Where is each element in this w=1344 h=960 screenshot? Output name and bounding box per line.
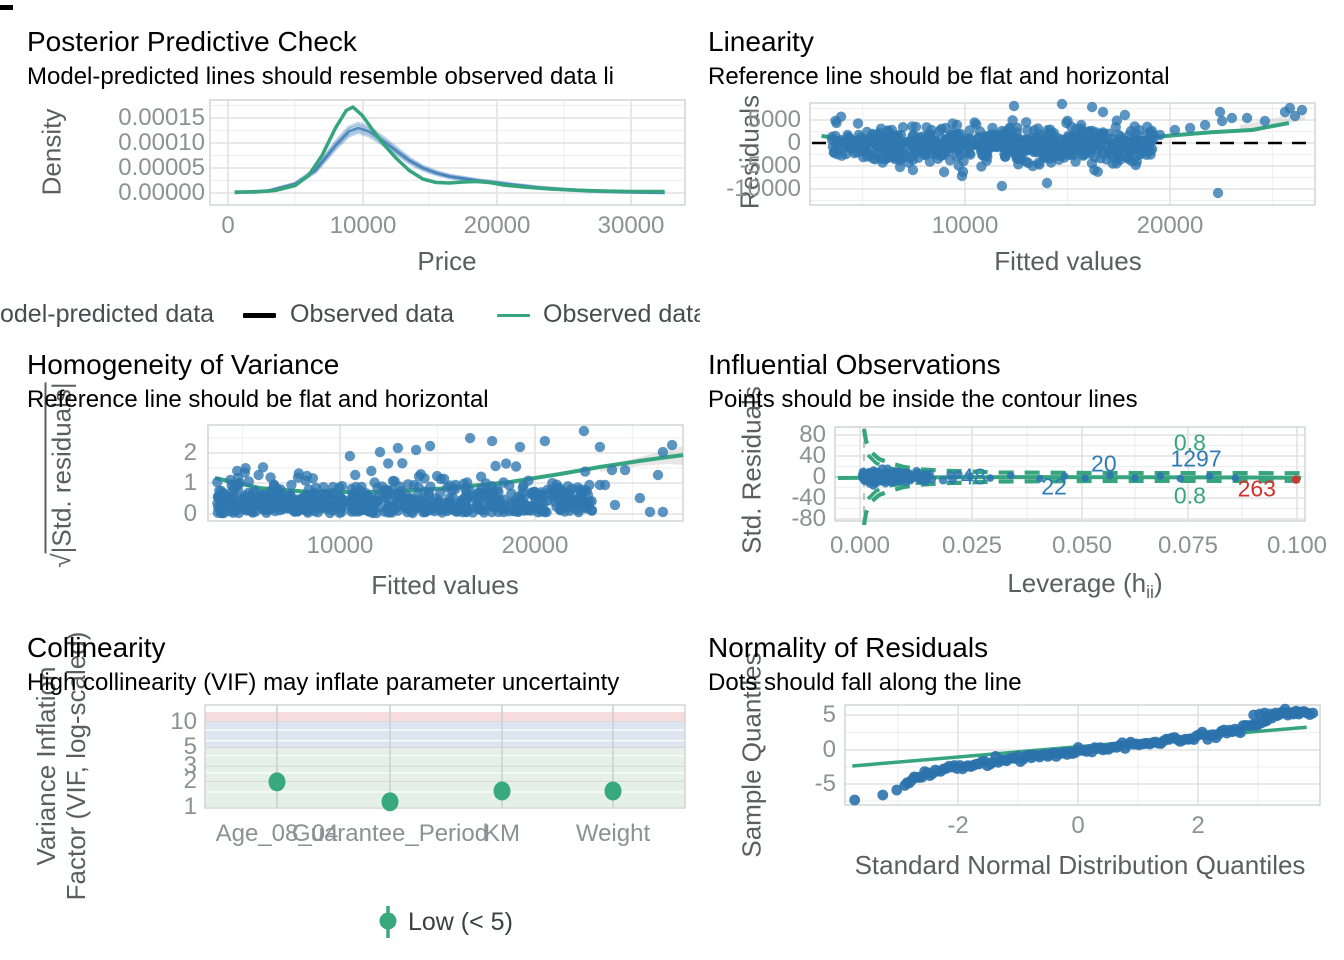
point-label: 0.8 [1173,429,1206,456]
tick-label: 0 [822,736,836,763]
tick-label: 10000 [306,532,374,559]
point-label: 20 [1091,450,1117,477]
point-label: 22 [1041,473,1067,500]
normality-subtitle: Dots should fall along the line [708,669,1022,696]
normality-x-axis-title: Standard Normal Distribution Quantiles [854,850,1306,880]
legend-item-model-predicted: odel-predicted data [0,300,215,328]
homogeneity-x-axis-title: Fitted values [371,570,519,600]
tick-label: 0.100 [1266,532,1328,559]
tick-label: 0.025 [941,532,1003,559]
point-label: 1297 [1170,445,1222,472]
tick-label: 1 [183,469,197,496]
tick-label: 40 [799,442,826,469]
tick-label: 0 [1071,812,1085,839]
corner-mark [0,5,13,10]
linearity-x-axis-title: Fitted values [994,246,1142,276]
tick-label: 10000 [931,212,999,239]
tick-label: 10000 [329,212,397,239]
tick-label: 10 [170,708,197,735]
influential-title: Influential Observations [708,349,1001,380]
point-label: 263 [1237,475,1276,502]
tick-label: Age_08_04 [215,820,339,847]
tick-label: 20000 [463,212,531,239]
tick-label: 5000 [747,106,801,133]
tick-label: 0.000 [829,532,891,559]
tick-label: KM [484,820,520,847]
tick-label: 3 [183,752,197,779]
legend-item-observed-2: Observed data [543,300,700,328]
tick-label: 0.00005 [118,154,205,181]
tick-label: Guarantee_Period [291,820,489,847]
tick-label: 0.00015 [118,104,205,131]
tick-label: 80 [799,421,826,448]
ppc-x-axis-title: Price [417,246,477,276]
influential-x-axis-title: Leverage (hii) [1007,568,1163,603]
influential-subtitle: Points should be inside the contour line… [708,386,1138,413]
tick-label: 5 [183,733,197,760]
tick-label: 1 [183,793,197,820]
tick-label: Weight [575,820,651,847]
tick-label: 2 [183,767,197,794]
point-label: 0.8 [1173,482,1206,509]
tick-label: 20000 [1136,212,1204,239]
tick-label: 0.050 [1051,532,1113,559]
tick-label: -80 [791,505,826,532]
tick-label: -40 [791,484,826,511]
normality-title: Normality of Residuals [708,632,989,663]
ppc-subtitle: Model-predicted lines should resemble ob… [27,63,614,90]
tick-label: 0 [221,212,235,239]
legend-item-low-vif: Low (< 5) [408,908,513,936]
homogeneity-title: Homogeneity of Variance [27,349,340,380]
tick-label: 20000 [501,532,569,559]
black-line-swatch [243,313,276,318]
tick-label: 30000 [597,212,665,239]
homogeneity-subtitle: Reference line should be flat and horizo… [27,386,489,413]
collinearity-legend: Low (< 5) [360,900,660,948]
ppc-title: Posterior Predictive Check [27,26,357,57]
linearity-title: Linearity [708,26,814,57]
tick-label: 0.075 [1157,532,1219,559]
ppc-legend: odel-predicted data Observed data Observ… [0,298,700,336]
tick-label: 0 [183,500,197,527]
tick-label: -5 [814,770,836,797]
linearity-subtitle: Reference line should be flat and horizo… [708,63,1170,90]
tick-label: -10000 [726,175,801,202]
tick-label: 0 [787,129,801,156]
point-label: 48 [960,463,987,490]
tick-label: 0.00010 [118,129,205,156]
tick-label: 2 [183,439,197,466]
tick-label: 0 [812,463,826,490]
legend-item-observed-1: Observed data [290,300,454,328]
sqrt-sign: √ [46,553,77,568]
green-line-swatch [497,314,530,317]
tick-label: 2 [1191,812,1205,839]
tick-label: 0.00000 [118,179,205,206]
ppc-y-axis-title: Density [36,108,67,196]
collinearity-subtitle: High collinearity (VIF) may inflate para… [27,669,620,696]
tick-label: -2 [947,812,969,839]
tick-label: 5 [822,701,836,728]
collinearity-title: Collinearity [27,632,166,663]
tick-label: -5000 [739,152,801,179]
